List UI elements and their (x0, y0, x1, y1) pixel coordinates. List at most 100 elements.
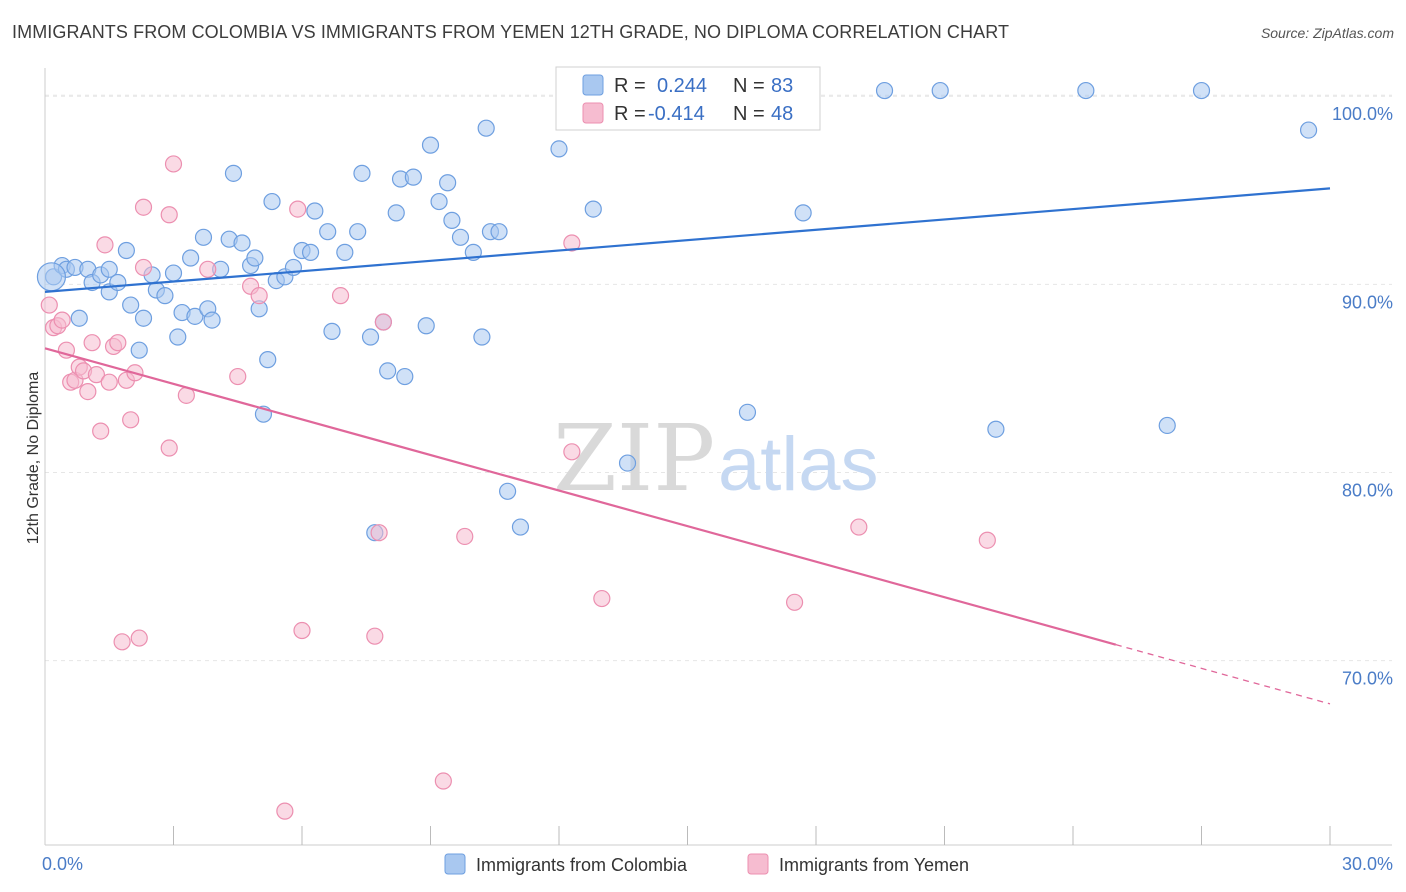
point-colombia (387, 204, 405, 222)
point-colombia (499, 482, 517, 500)
watermark: ZIP atlas (553, 405, 879, 512)
point-yemen (160, 206, 178, 224)
stats-r-label-yemen: R = (614, 103, 646, 125)
point-yemen (293, 621, 311, 640)
point-colombia (263, 192, 281, 211)
point-yemen (134, 198, 153, 216)
point-colombia (233, 234, 251, 252)
point-colombia (349, 223, 367, 241)
point-yemen (366, 627, 384, 645)
point-colombia (353, 164, 371, 182)
legend-label-yemen: Immigrants from Yemen (779, 855, 969, 875)
stats-n-value-yemen: 48 (771, 103, 793, 125)
point-colombia (301, 243, 320, 261)
point-colombia (931, 81, 949, 100)
point-colombia (134, 309, 153, 327)
y-tick-label: 100.0% (1332, 104, 1393, 124)
point-yemen (164, 155, 183, 173)
point-colombia (122, 296, 140, 314)
point-yemen (87, 366, 106, 384)
point-colombia (477, 119, 495, 137)
point-yemen (199, 260, 217, 278)
axis-layer: 70.0% 80.0% 90.0% 100.0% 0.0% 30.0% (42, 68, 1393, 874)
point-colombia (451, 228, 470, 246)
point-yemen (113, 633, 131, 651)
stats-r-value-colombia: 0.244 (657, 75, 707, 97)
point-colombia (323, 322, 341, 340)
point-colombia (194, 228, 213, 246)
chart-source: Source: ZipAtlas.com (1260, 25, 1394, 41)
stats-legend-swatch-colombia (582, 74, 604, 96)
point-colombia (738, 403, 757, 421)
point-yemen (160, 439, 178, 457)
point-colombia (336, 243, 354, 261)
chart-title: IMMIGRANTS FROM COLOMBIA VS IMMIGRANTS F… (12, 22, 1010, 42)
watermark-atlas: atlas (718, 422, 879, 507)
series-legend: Immigrants from Colombia Immigrants from… (444, 853, 969, 875)
trend-layer (44, 187, 1331, 705)
point-yemen (563, 443, 581, 461)
point-colombia (404, 168, 422, 186)
point-yemen (250, 287, 268, 305)
point-colombia (169, 328, 187, 346)
point-colombia (117, 241, 135, 260)
point-colombia (109, 273, 127, 292)
y-tick-label: 90.0% (1342, 292, 1393, 312)
point-colombia (130, 341, 148, 359)
point-colombia (490, 223, 508, 241)
grid-layer (45, 94, 1392, 662)
point-colombia (156, 287, 174, 305)
point-yemen (289, 200, 307, 218)
y-tick-label: 80.0% (1342, 480, 1393, 500)
point-colombia (875, 81, 894, 100)
point-colombia (182, 249, 200, 267)
point-colombia (224, 164, 243, 182)
point-yemen (563, 234, 581, 252)
legend-swatch-colombia (444, 853, 466, 875)
point-colombia (379, 362, 397, 380)
stats-legend: R = 0.244 N = 83 R = -0.414 N = 48 (555, 66, 821, 131)
trend-line-yemen (44, 347, 1117, 646)
point-colombia (1192, 81, 1211, 100)
point-colombia (246, 249, 264, 267)
point-colombia (1299, 121, 1318, 139)
legend-label-colombia: Immigrants from Colombia (476, 855, 688, 875)
point-colombia (1158, 416, 1176, 435)
point-colombia (417, 317, 435, 335)
point-yemen (331, 287, 350, 305)
point-colombia (100, 260, 118, 278)
point-colombia (70, 309, 88, 327)
point-yemen (229, 367, 247, 386)
point-yemen (122, 411, 140, 429)
point-colombia (1077, 81, 1095, 100)
point-colombia (36, 262, 67, 292)
point-colombia (164, 264, 183, 282)
stats-n-label-colombia: N = (733, 75, 765, 97)
point-colombia (794, 204, 812, 222)
point-yemen (96, 236, 114, 254)
point-colombia (421, 136, 440, 154)
point-colombia (439, 174, 457, 192)
stats-n-label-yemen: N = (733, 103, 765, 125)
point-yemen (109, 334, 127, 352)
point-yemen (978, 531, 996, 549)
point-colombia (430, 192, 448, 211)
point-colombia (584, 200, 602, 218)
point-yemen (40, 296, 58, 314)
trend-line-yemen-dashed (1115, 644, 1331, 705)
point-colombia (319, 223, 337, 241)
point-yemen (79, 382, 97, 401)
point-colombia (361, 328, 380, 346)
point-yemen (456, 527, 474, 546)
point-colombia (511, 518, 530, 536)
point-colombia (987, 420, 1005, 438)
x-tick-label: 30.0% (1342, 854, 1393, 874)
point-yemen (134, 258, 153, 277)
point-colombia (186, 307, 204, 325)
legend-swatch-yemen (747, 853, 769, 875)
y-tick-label: 70.0% (1342, 669, 1393, 689)
point-yemen (785, 593, 804, 611)
stats-r-label-colombia: R = (614, 75, 646, 97)
stats-n-value-colombia: 83 (771, 75, 793, 97)
